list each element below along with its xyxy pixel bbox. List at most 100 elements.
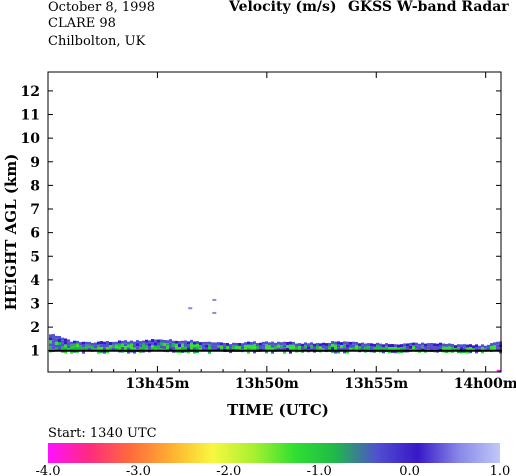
echo-cell	[139, 341, 142, 345]
echo-base	[247, 349, 250, 352]
echo-cell	[304, 345, 307, 349]
echo-cell	[370, 346, 373, 350]
echo-cell	[418, 343, 421, 347]
echo-cell	[262, 344, 265, 348]
echo-base	[292, 349, 295, 352]
echo-cell	[325, 343, 328, 347]
echo-base	[295, 349, 298, 352]
echo-base	[82, 349, 85, 352]
echo-base	[484, 349, 487, 352]
echo-base	[121, 349, 124, 352]
echo-cell	[94, 342, 97, 346]
echo-cell	[73, 346, 76, 350]
echo-cell	[403, 343, 406, 347]
echo-cell	[382, 344, 385, 348]
x-tick-label: 14h00m	[454, 376, 516, 392]
echo-cell	[421, 342, 424, 346]
echo-base	[334, 349, 337, 352]
echo-cell	[193, 341, 196, 345]
echo-cell	[415, 342, 418, 346]
echo-base	[220, 349, 223, 352]
echo-cell	[151, 348, 154, 352]
echo-cell	[118, 340, 121, 344]
echo-cell	[337, 347, 340, 351]
echo-cell	[211, 345, 214, 349]
echo-cell	[388, 347, 391, 351]
echo-cell	[274, 345, 277, 349]
echo-cell	[70, 347, 73, 351]
echo-cell	[301, 343, 304, 347]
echo-cell	[247, 341, 250, 345]
echo-cell	[256, 346, 259, 350]
echo-cell	[184, 343, 187, 347]
echo-base	[262, 349, 265, 352]
echo-cell	[346, 341, 349, 345]
echo-base	[226, 349, 229, 352]
echo-base	[280, 349, 283, 352]
echo-base	[109, 349, 112, 352]
echo-cell	[244, 342, 247, 346]
echo-cell	[184, 346, 187, 350]
isolated-echo	[188, 307, 193, 310]
echo-base	[130, 349, 133, 352]
echo-cell	[319, 346, 322, 350]
echo-cell	[253, 344, 256, 348]
echo-base	[286, 349, 289, 352]
echo-cell	[175, 340, 178, 344]
echo-cell	[253, 341, 256, 345]
echo-base	[163, 349, 166, 352]
echo-cell	[52, 337, 55, 341]
echo-cell	[253, 347, 256, 351]
echo-base	[256, 349, 259, 352]
echo-cell	[202, 347, 205, 351]
echo-cell	[49, 340, 52, 344]
echo-cell	[49, 337, 52, 341]
echo-cell	[148, 346, 151, 350]
echo-cell	[229, 344, 232, 348]
echo-cell	[67, 345, 70, 349]
y-tick-label: 3	[30, 296, 40, 312]
echo-cell	[223, 345, 226, 349]
echo-cell	[55, 341, 58, 345]
echo-cell	[346, 347, 349, 351]
echo-cell	[265, 341, 268, 345]
echo-base	[451, 349, 454, 352]
echo-cell	[64, 350, 67, 354]
colorbar	[48, 443, 500, 463]
echo-cell	[181, 340, 184, 344]
echo-cell	[463, 347, 466, 351]
echo-cell	[61, 337, 64, 341]
echo-base	[469, 349, 472, 352]
echo-base	[241, 349, 244, 352]
echo-cell	[460, 350, 463, 354]
echo-cell	[433, 343, 436, 347]
echo-cell	[412, 342, 415, 346]
echo-cell	[361, 342, 364, 346]
echo-base	[352, 349, 355, 352]
echo-cell	[358, 343, 361, 347]
echo-cell	[367, 346, 370, 350]
echo-cell	[208, 347, 211, 351]
echo-cell	[418, 346, 421, 350]
echo-cell	[265, 350, 268, 354]
echo-base	[76, 349, 79, 352]
echo-cell	[367, 343, 370, 347]
echo-cell	[460, 347, 463, 351]
echo-base	[250, 349, 253, 352]
echo-cell	[484, 345, 487, 349]
echo-cell	[52, 334, 55, 338]
echo-cell	[436, 346, 439, 350]
echo-cell	[112, 341, 115, 345]
echo-cell	[187, 347, 190, 351]
echo-cell	[202, 344, 205, 348]
echo-cell	[163, 345, 166, 349]
echo-base	[370, 349, 373, 352]
echo-base	[136, 349, 139, 352]
echo-cell	[49, 343, 52, 347]
echo-cell	[397, 344, 400, 348]
echo-cell	[121, 340, 124, 344]
echo-cell	[355, 344, 358, 348]
y-tick-label: 8	[30, 178, 40, 194]
echo-cell	[151, 342, 154, 346]
echo-cell	[55, 347, 58, 351]
